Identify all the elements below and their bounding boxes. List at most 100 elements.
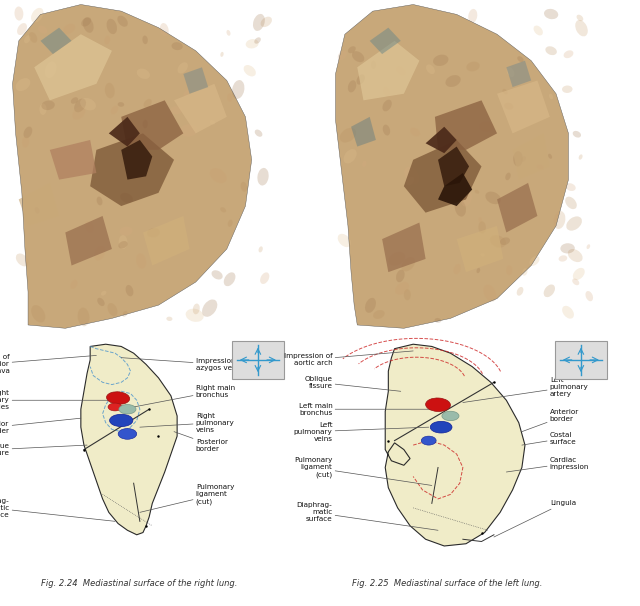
Ellipse shape xyxy=(404,167,419,184)
Ellipse shape xyxy=(143,120,148,128)
Ellipse shape xyxy=(186,308,204,322)
Ellipse shape xyxy=(500,238,510,245)
Ellipse shape xyxy=(564,50,573,58)
Text: Anterior
border: Anterior border xyxy=(0,418,81,434)
Ellipse shape xyxy=(566,216,582,231)
Ellipse shape xyxy=(388,252,405,265)
Ellipse shape xyxy=(210,168,227,183)
Polygon shape xyxy=(90,133,174,206)
Text: Left
pulmonary
veins: Left pulmonary veins xyxy=(294,422,429,442)
Ellipse shape xyxy=(562,306,574,319)
Ellipse shape xyxy=(260,16,272,27)
Ellipse shape xyxy=(83,18,93,33)
Polygon shape xyxy=(435,101,497,150)
Ellipse shape xyxy=(227,30,230,36)
Ellipse shape xyxy=(125,285,133,296)
Text: Impression of
superior
vena cava: Impression of superior vena cava xyxy=(0,355,97,375)
Ellipse shape xyxy=(480,253,485,256)
Ellipse shape xyxy=(31,8,44,22)
Ellipse shape xyxy=(543,284,555,297)
Ellipse shape xyxy=(180,124,198,137)
Ellipse shape xyxy=(575,20,588,36)
Polygon shape xyxy=(121,140,152,179)
Polygon shape xyxy=(121,101,183,150)
Ellipse shape xyxy=(29,32,37,43)
Ellipse shape xyxy=(344,149,356,164)
Ellipse shape xyxy=(468,9,477,23)
Ellipse shape xyxy=(586,291,593,301)
Polygon shape xyxy=(497,81,550,133)
Text: Diaphrag-
matic
surface: Diaphrag- matic surface xyxy=(297,502,438,530)
Ellipse shape xyxy=(365,298,376,313)
Ellipse shape xyxy=(568,249,582,262)
Ellipse shape xyxy=(338,234,351,247)
Ellipse shape xyxy=(507,67,515,77)
Ellipse shape xyxy=(105,83,115,98)
Ellipse shape xyxy=(118,102,124,107)
Ellipse shape xyxy=(340,128,356,142)
Ellipse shape xyxy=(241,182,247,191)
Polygon shape xyxy=(438,147,469,186)
Ellipse shape xyxy=(338,50,347,60)
Text: Fig. 2.25  Mediastinal surface of the left lung.: Fig. 2.25 Mediastinal surface of the lef… xyxy=(352,579,542,588)
Ellipse shape xyxy=(143,99,152,108)
Polygon shape xyxy=(513,133,550,179)
Ellipse shape xyxy=(455,199,466,216)
Ellipse shape xyxy=(94,246,105,261)
Ellipse shape xyxy=(433,55,449,66)
Ellipse shape xyxy=(118,235,127,249)
Text: Right main
bronchus: Right main bronchus xyxy=(134,385,235,407)
Ellipse shape xyxy=(255,130,262,137)
Ellipse shape xyxy=(254,38,261,44)
Ellipse shape xyxy=(104,36,110,44)
Text: Left
pulmonary
artery: Left pulmonary artery xyxy=(463,377,589,402)
Ellipse shape xyxy=(356,75,365,85)
Ellipse shape xyxy=(77,308,90,326)
Ellipse shape xyxy=(410,128,420,136)
Text: Pulmonary
ligament
(cut): Pulmonary ligament (cut) xyxy=(140,484,234,512)
Ellipse shape xyxy=(40,104,47,115)
Polygon shape xyxy=(385,344,525,546)
Ellipse shape xyxy=(521,156,526,162)
Ellipse shape xyxy=(111,105,118,115)
Ellipse shape xyxy=(395,282,409,295)
Ellipse shape xyxy=(172,42,183,50)
Ellipse shape xyxy=(71,97,78,104)
Polygon shape xyxy=(19,183,59,226)
Ellipse shape xyxy=(513,151,523,167)
Ellipse shape xyxy=(38,25,47,34)
Polygon shape xyxy=(351,117,376,147)
Ellipse shape xyxy=(108,403,122,411)
Text: Impression of
azygos vein: Impression of azygos vein xyxy=(121,358,244,371)
Ellipse shape xyxy=(31,305,45,322)
Ellipse shape xyxy=(549,94,553,99)
Ellipse shape xyxy=(504,102,513,110)
Text: Lingula: Lingula xyxy=(494,501,576,537)
Ellipse shape xyxy=(63,24,76,34)
Ellipse shape xyxy=(45,61,56,78)
Ellipse shape xyxy=(577,15,583,21)
Ellipse shape xyxy=(479,217,482,222)
Polygon shape xyxy=(497,183,538,233)
Ellipse shape xyxy=(257,168,269,185)
Ellipse shape xyxy=(545,46,557,55)
Ellipse shape xyxy=(506,265,513,275)
Ellipse shape xyxy=(426,64,435,74)
Ellipse shape xyxy=(24,35,31,43)
Ellipse shape xyxy=(383,99,392,112)
Polygon shape xyxy=(370,28,401,54)
Ellipse shape xyxy=(170,106,182,115)
Ellipse shape xyxy=(210,120,215,124)
Ellipse shape xyxy=(72,106,85,120)
Ellipse shape xyxy=(383,125,390,136)
Ellipse shape xyxy=(35,207,40,213)
Ellipse shape xyxy=(17,23,27,35)
Polygon shape xyxy=(438,173,472,206)
Text: Impression of
aortic arch: Impression of aortic arch xyxy=(284,351,413,367)
Ellipse shape xyxy=(579,155,582,159)
Ellipse shape xyxy=(445,75,461,87)
Polygon shape xyxy=(404,140,481,213)
Ellipse shape xyxy=(97,298,105,306)
Polygon shape xyxy=(335,4,568,328)
Ellipse shape xyxy=(536,164,544,170)
